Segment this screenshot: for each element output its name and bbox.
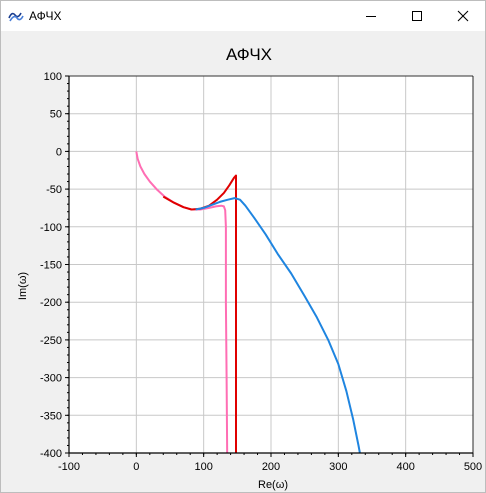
x-tick-label: 400 [396, 461, 414, 473]
y-tick-label: 0 [56, 146, 62, 158]
y-tick-label: -250 [40, 335, 62, 347]
series-line-3 [195, 197, 361, 453]
x-tick-label: 0 [133, 461, 139, 473]
minimize-button[interactable] [348, 1, 394, 31]
x-tick-label: 200 [262, 461, 280, 473]
x-tick-label: 100 [194, 461, 212, 473]
chart-area: АФЧХ -100 0 100 200 300 400 500 100 50 0 -50 -100 -1… [1, 31, 485, 492]
series-group [135, 151, 361, 453]
y-tick-label: -200 [40, 297, 62, 309]
title-bar[interactable]: АФЧХ [1, 1, 485, 31]
afchh-chart: АФЧХ -100 0 100 200 300 400 500100500-50-100-1… [17, 45, 482, 491]
window-title: АФЧХ [29, 9, 62, 23]
tick-labels: -100 0 100 200 300 400 500100500-50-100-150-20… [40, 71, 482, 473]
series-line-2 [162, 174, 237, 453]
y-tick-label: -100 [40, 222, 62, 234]
minimize-icon [366, 16, 376, 17]
y-tick-label: -400 [40, 448, 62, 460]
close-icon [457, 10, 469, 22]
maximize-icon [412, 11, 422, 21]
axes [65, 75, 474, 457]
chart-title: АФЧХ [226, 45, 272, 64]
y-axis-label: Im(ω) [17, 272, 29, 300]
x-axis-label: Re(ω) [258, 479, 288, 491]
y-tick-label: -350 [40, 410, 62, 422]
y-tick-label: -150 [40, 260, 62, 272]
y-tick-label: 50 [50, 109, 62, 121]
x-tick-label: -100 [58, 461, 80, 473]
y-tick-label: 100 [44, 71, 62, 83]
y-tick-label: -50 [46, 184, 62, 196]
close-button[interactable] [440, 1, 486, 31]
maximize-button[interactable] [394, 1, 440, 31]
y-tick-label: -300 [40, 373, 62, 385]
x-tick-label: 500 [464, 461, 482, 473]
x-tick-label: 300 [329, 461, 347, 473]
chart-app-icon [8, 9, 24, 23]
